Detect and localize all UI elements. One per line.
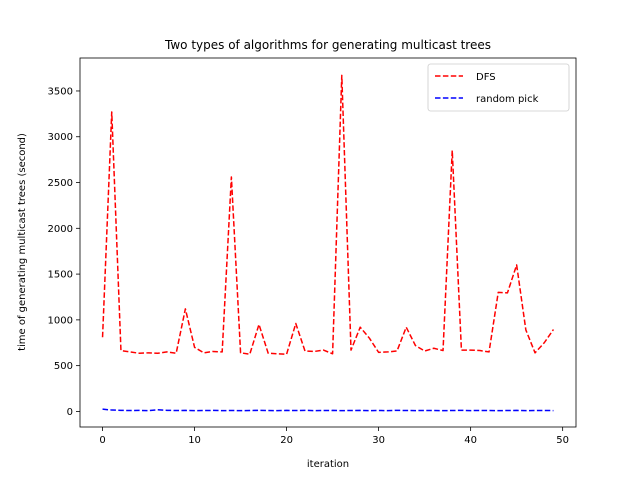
chart-title: Two types of algorithms for generating m… [164,38,491,52]
y-axis-label: time of generating multicast trees (seco… [17,133,28,351]
y-tick-label: 1500 [48,270,73,281]
axes-frame [79,57,577,428]
x-tick-label: 40 [464,435,477,446]
x-tick-label: 0 [99,435,105,446]
x-tick-label: 30 [372,435,385,446]
legend-box [427,63,570,112]
series-line-dfs [101,74,555,355]
y-tick-label: 1000 [48,315,73,326]
series-line-random-pick [102,408,554,412]
y-tick-label: 500 [54,361,73,372]
legend-label-dfs: DFS [476,72,496,83]
plot-area [101,74,555,412]
y-tick-label: 3000 [48,132,73,143]
x-tick-label: 50 [556,435,569,446]
y-tick-label: 3500 [48,86,73,97]
legend-label-random-pick: random pick [476,94,539,105]
x-tick-label: 20 [280,435,293,446]
y-tick-label: 2000 [48,224,73,235]
x-tick-label: 10 [188,435,201,446]
y-tick-label: 0 [67,407,73,418]
y-tick-label: 2500 [48,178,73,189]
x-axis-label: iteration [307,459,349,470]
legend: DFS random pick [427,63,570,112]
